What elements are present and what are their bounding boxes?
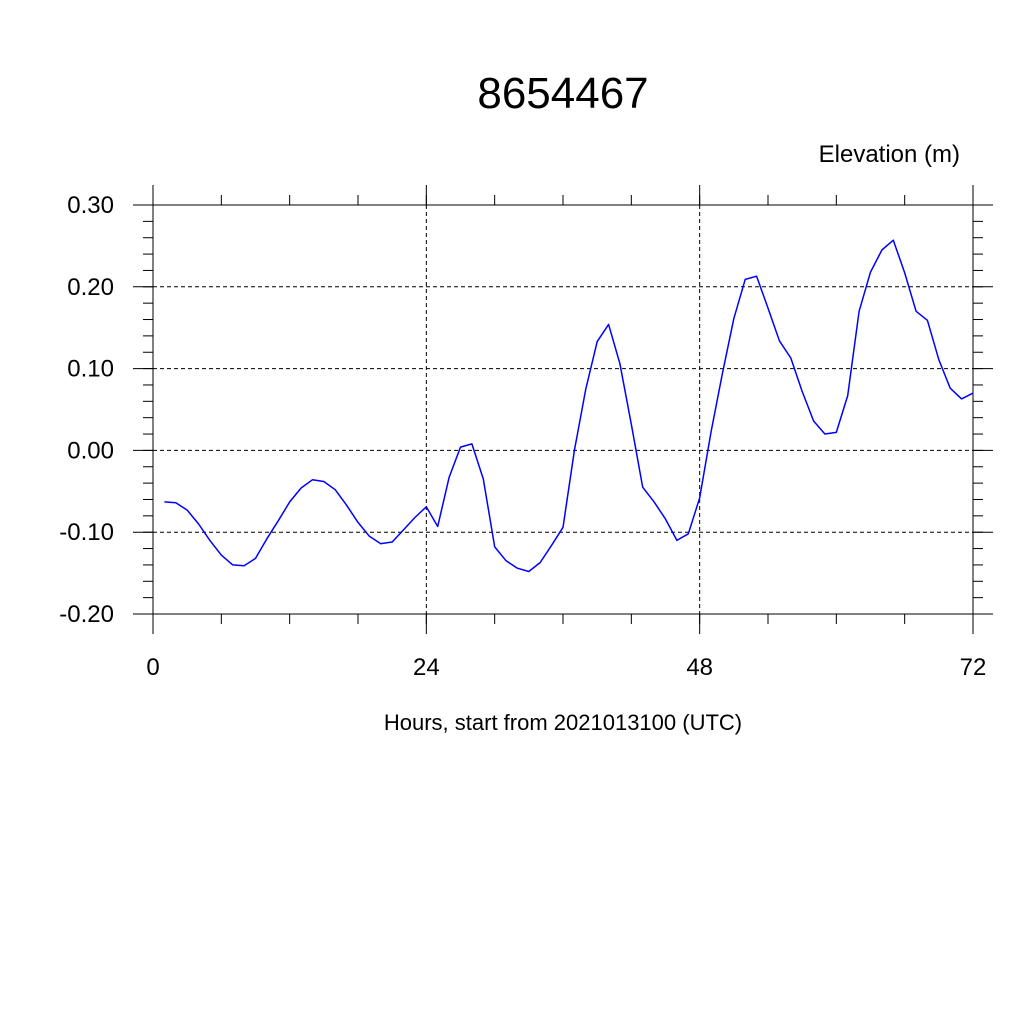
y-tick-labels: -0.20 -0.10 0.00 0.10 0.20 0.30 [59,192,114,628]
chart-title: 8654467 [477,69,648,118]
major-ticks [133,185,993,634]
series-line [164,239,974,573]
y-tick-label: 0.30 [67,192,114,219]
y-tick-label: 0.20 [67,274,114,301]
plot-frame [152,204,974,615]
x-tick-label: 0 [146,654,159,681]
x-axis-label: Hours, start from 2021013100 (UTC) [384,710,742,735]
x-tick-label: 24 [413,654,440,681]
x-tick-labels: 0 24 48 72 [146,654,986,681]
x-tick-label: 72 [960,654,987,681]
grid-lines [153,204,973,615]
x-tick-label: 48 [686,654,713,681]
y-tick-label: 0.10 [67,356,114,383]
minor-ticks [143,195,983,624]
y-tick-label: -0.20 [59,601,114,628]
plot-frame-border [152,204,974,615]
y-tick-label: 0.00 [67,437,114,464]
series-layer [164,239,974,573]
y-axis-label: Elevation (m) [819,141,960,168]
y-tick-label: -0.10 [59,519,114,546]
